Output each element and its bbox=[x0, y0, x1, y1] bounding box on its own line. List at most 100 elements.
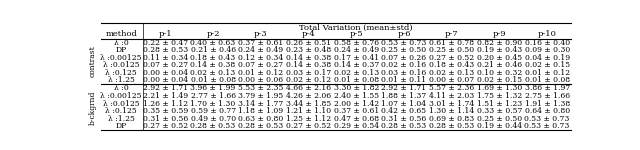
Text: λ :0.0125: λ :0.0125 bbox=[103, 61, 140, 69]
Text: p-5: p-5 bbox=[349, 30, 363, 38]
Text: λ :1.25: λ :1.25 bbox=[108, 115, 134, 123]
Text: 0.01 ± 0.08: 0.01 ± 0.08 bbox=[191, 76, 236, 84]
Text: p-2: p-2 bbox=[206, 30, 220, 38]
Text: 0.49 ± 0.70: 0.49 ± 0.70 bbox=[191, 115, 236, 123]
Text: 1.25 ± 1.12: 1.25 ± 1.12 bbox=[286, 115, 331, 123]
Text: 0.64 ± 0.80: 0.64 ± 0.80 bbox=[525, 107, 570, 115]
Text: 0.19 ± 0.43: 0.19 ± 0.43 bbox=[477, 46, 522, 54]
Text: 0.02 ± 0.16: 0.02 ± 0.16 bbox=[381, 61, 427, 69]
Text: p-4: p-4 bbox=[301, 30, 316, 38]
Text: 1.70 ± 1.30: 1.70 ± 1.30 bbox=[191, 100, 236, 108]
Text: 3.44 ± 1.85: 3.44 ± 1.85 bbox=[286, 100, 331, 108]
Text: 0.14 ± 0.38: 0.14 ± 0.38 bbox=[286, 61, 331, 69]
Text: 1.91 ± 1.38: 1.91 ± 1.38 bbox=[525, 100, 570, 108]
Text: DP: DP bbox=[116, 122, 127, 130]
Text: 0.21 ± 0.46: 0.21 ± 0.46 bbox=[191, 46, 236, 54]
Text: DP: DP bbox=[116, 46, 127, 54]
Text: 0.53 ± 0.73: 0.53 ± 0.73 bbox=[525, 115, 570, 123]
Text: 3.14 ± 1.77: 3.14 ± 1.77 bbox=[238, 100, 284, 108]
Text: 2.00 ± 1.42: 2.00 ± 1.42 bbox=[333, 100, 379, 108]
Text: 5.57 ± 2.36: 5.57 ± 2.36 bbox=[429, 84, 474, 93]
Text: 1.26 ± 1.12: 1.26 ± 1.12 bbox=[143, 100, 188, 108]
Text: 0.31 ± 0.56: 0.31 ± 0.56 bbox=[381, 115, 427, 123]
Text: 0.24 ± 0.49: 0.24 ± 0.49 bbox=[238, 46, 284, 54]
Text: 5.53 ± 2.35: 5.53 ± 2.35 bbox=[238, 84, 284, 93]
Text: Total Variation (mean±std): Total Variation (mean±std) bbox=[300, 24, 413, 32]
Text: 0.02 ± 0.15: 0.02 ± 0.15 bbox=[525, 61, 570, 69]
Text: λ :0: λ :0 bbox=[114, 39, 129, 46]
Text: p-9: p-9 bbox=[493, 30, 506, 38]
Text: method: method bbox=[105, 30, 137, 38]
Text: λ :1.25: λ :1.25 bbox=[108, 76, 134, 84]
Text: 0.02 ± 0.13: 0.02 ± 0.13 bbox=[191, 69, 236, 77]
Text: 0.28 ± 0.53: 0.28 ± 0.53 bbox=[143, 46, 188, 54]
Text: 2.77 ± 1.66: 2.77 ± 1.66 bbox=[191, 92, 236, 100]
Text: 0.14 ± 0.37: 0.14 ± 0.37 bbox=[333, 61, 379, 69]
Text: 0.20 ± 0.45: 0.20 ± 0.45 bbox=[477, 54, 522, 62]
Text: 0.59 ± 0.77: 0.59 ± 0.77 bbox=[191, 107, 236, 115]
Text: 0.23 ± 0.48: 0.23 ± 0.48 bbox=[286, 46, 331, 54]
Text: 0.24 ± 0.49: 0.24 ± 0.49 bbox=[333, 46, 379, 54]
Text: 0.00 ± 0.07: 0.00 ± 0.07 bbox=[429, 76, 474, 84]
Text: 0.02 ± 0.12: 0.02 ± 0.12 bbox=[286, 76, 331, 84]
Text: 0.07 ± 0.27: 0.07 ± 0.27 bbox=[238, 61, 284, 69]
Text: 4.66 ± 2.16: 4.66 ± 2.16 bbox=[286, 84, 331, 93]
Text: p-10: p-10 bbox=[538, 30, 557, 38]
Text: 0.31 ± 0.56: 0.31 ± 0.56 bbox=[143, 115, 188, 123]
Text: 0.00 ± 0.04: 0.00 ± 0.04 bbox=[143, 76, 188, 84]
Text: 0.47 ± 0.68: 0.47 ± 0.68 bbox=[333, 115, 379, 123]
Text: 0.19 ± 0.44: 0.19 ± 0.44 bbox=[477, 122, 522, 130]
Text: 0.25 ± 0.50: 0.25 ± 0.50 bbox=[429, 46, 474, 54]
Text: 0.63 ± 0.80: 0.63 ± 0.80 bbox=[238, 115, 284, 123]
Text: b-ckgrnd: b-ckgrnd bbox=[89, 90, 97, 124]
Text: 0.07 ± 0.26: 0.07 ± 0.26 bbox=[381, 54, 427, 62]
Text: 0.17 ± 0.41: 0.17 ± 0.41 bbox=[333, 54, 379, 62]
Text: 0.10 ± 0.32: 0.10 ± 0.32 bbox=[477, 69, 522, 77]
Text: 1.07 ± 1.04: 1.07 ± 1.04 bbox=[381, 100, 427, 108]
Text: 3.96 ± 1.99: 3.96 ± 1.99 bbox=[191, 84, 236, 93]
Text: 0.02 ± 0.13: 0.02 ± 0.13 bbox=[333, 69, 379, 77]
Text: 2.21 ± 1.49: 2.21 ± 1.49 bbox=[143, 92, 188, 100]
Text: λ :0.0125: λ :0.0125 bbox=[103, 100, 140, 108]
Text: 1.30 ± 1.14: 1.30 ± 1.14 bbox=[429, 107, 474, 115]
Text: 0.58 ± 0.76: 0.58 ± 0.76 bbox=[333, 39, 379, 46]
Text: 3.30 ± 1.82: 3.30 ± 1.82 bbox=[333, 84, 379, 93]
Text: 0.18 ± 0.43: 0.18 ± 0.43 bbox=[191, 54, 236, 62]
Text: 1.51 ± 1.23: 1.51 ± 1.23 bbox=[477, 100, 522, 108]
Text: 1.21 ± 1.10: 1.21 ± 1.10 bbox=[286, 107, 331, 115]
Text: 1.88 ± 1.37: 1.88 ± 1.37 bbox=[381, 92, 427, 100]
Text: 0.35 ± 0.59: 0.35 ± 0.59 bbox=[143, 107, 188, 115]
Text: 0.29 ± 0.54: 0.29 ± 0.54 bbox=[333, 122, 379, 130]
Text: 0.01 ± 0.08: 0.01 ± 0.08 bbox=[525, 76, 570, 84]
Text: 0.37 ± 0.61: 0.37 ± 0.61 bbox=[333, 107, 379, 115]
Text: 0.37 ± 0.61: 0.37 ± 0.61 bbox=[238, 39, 284, 46]
Text: p-6: p-6 bbox=[397, 30, 411, 38]
Text: 1.69 ± 1.30: 1.69 ± 1.30 bbox=[477, 84, 522, 93]
Text: 0.16 ± 0.40: 0.16 ± 0.40 bbox=[525, 39, 570, 46]
Text: 2.92 ± 1.71: 2.92 ± 1.71 bbox=[381, 84, 427, 93]
Text: 0.01 ± 0.12: 0.01 ± 0.12 bbox=[238, 69, 284, 77]
Text: λ :0.00125: λ :0.00125 bbox=[100, 54, 142, 62]
Text: 0.00 ± 0.04: 0.00 ± 0.04 bbox=[143, 69, 188, 77]
Text: λ :0: λ :0 bbox=[114, 84, 129, 93]
Text: 0.69 ± 0.83: 0.69 ± 0.83 bbox=[429, 115, 474, 123]
Text: 1.75 ± 1.32: 1.75 ± 1.32 bbox=[477, 92, 522, 100]
Text: λ :0.125: λ :0.125 bbox=[106, 107, 137, 115]
Text: 0.26 ± 0.51: 0.26 ± 0.51 bbox=[286, 39, 331, 46]
Text: 0.18 ± 0.43: 0.18 ± 0.43 bbox=[429, 61, 474, 69]
Text: 0.82 ± 0.90: 0.82 ± 0.90 bbox=[477, 39, 522, 46]
Text: 0.01 ± 0.08: 0.01 ± 0.08 bbox=[333, 76, 379, 84]
Text: 0.27 ± 0.52: 0.27 ± 0.52 bbox=[286, 122, 331, 130]
Text: 0.03 ± 0.17: 0.03 ± 0.17 bbox=[286, 69, 331, 77]
Text: 0.01 ± 0.12: 0.01 ± 0.12 bbox=[525, 69, 570, 77]
Text: 0.25 ± 0.50: 0.25 ± 0.50 bbox=[477, 115, 522, 123]
Text: λ :0.00125: λ :0.00125 bbox=[100, 92, 142, 100]
Text: contrast: contrast bbox=[89, 46, 97, 77]
Text: 0.22 ± 0.47: 0.22 ± 0.47 bbox=[143, 39, 188, 46]
Text: 0.40 ± 0.63: 0.40 ± 0.63 bbox=[191, 39, 236, 46]
Text: 3.79 ± 1.95: 3.79 ± 1.95 bbox=[238, 92, 284, 100]
Text: 0.04 ± 0.19: 0.04 ± 0.19 bbox=[525, 54, 570, 62]
Text: 0.53 ± 0.73: 0.53 ± 0.73 bbox=[381, 39, 427, 46]
Text: 0.07 ± 0.27: 0.07 ± 0.27 bbox=[143, 61, 188, 69]
Text: 0.28 ± 0.53: 0.28 ± 0.53 bbox=[429, 122, 474, 130]
